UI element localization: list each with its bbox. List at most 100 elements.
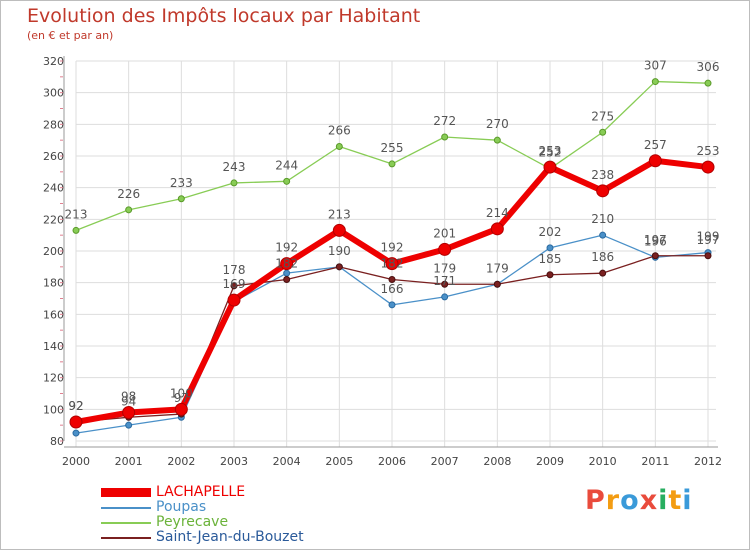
data-labels: 166 171 202 210 196 199 92 94 97 178 182 190 182 179 1… xyxy=(65,59,720,413)
point-saint-jean-du-bouzet xyxy=(651,252,659,260)
y-tick-label: 100 xyxy=(43,403,64,416)
x-tick-label: 2012 xyxy=(694,455,722,468)
legend-swatch-lachapelle xyxy=(101,488,151,497)
point-lachapelle xyxy=(174,402,188,416)
point-lachapelle xyxy=(596,184,610,198)
y-tick-label: 140 xyxy=(43,340,64,353)
point-saint-jean-du-bouzet xyxy=(283,276,291,283)
data-label-saint-jean-du-bouzet: 179 xyxy=(486,261,509,275)
y-tick-label: 280 xyxy=(43,118,64,131)
point-lachapelle xyxy=(701,160,715,174)
point-peyrecave xyxy=(704,79,712,87)
data-label-saint-jean-du-bouzet: 94 xyxy=(121,394,136,408)
data-label-peyrecave: 233 xyxy=(170,176,193,190)
data-label-poupas: 202 xyxy=(539,225,562,239)
y-tick-label: 80 xyxy=(50,435,64,448)
x-tick-label: 2008 xyxy=(483,455,511,468)
data-label-lachapelle: 214 xyxy=(486,206,509,220)
point-peyrecave xyxy=(388,160,396,168)
data-label-lachapelle: 100 xyxy=(170,386,193,400)
legend-label-poupas: Poupas xyxy=(156,499,207,515)
data-label-peyrecave: 226 xyxy=(117,187,140,201)
point-lachapelle xyxy=(227,293,241,307)
point-saint-jean-du-bouzet xyxy=(388,276,396,283)
data-label-saint-jean-du-bouzet: 197 xyxy=(644,233,667,247)
point-saint-jean-du-bouzet xyxy=(441,280,449,288)
legend-swatch-saint-jean-du-bouzet xyxy=(101,537,151,539)
y-tick-label: 220 xyxy=(43,213,64,226)
x-tick-label: 2000 xyxy=(62,455,90,468)
point-saint-jean-du-bouzet xyxy=(493,280,501,288)
x-tick-label: 2001 xyxy=(115,455,143,468)
data-label-saint-jean-du-bouzet: 92 xyxy=(68,399,83,413)
data-label-lachapelle: 192 xyxy=(275,241,298,255)
data-label-saint-jean-du-bouzet: 182 xyxy=(275,257,298,271)
legend-label-lachapelle: LACHAPELLE xyxy=(156,484,246,500)
point-lachapelle xyxy=(69,415,83,429)
x-tick-label: 2010 xyxy=(589,455,617,468)
point-lachapelle xyxy=(648,154,662,168)
x-tick-label: 2006 xyxy=(378,455,406,468)
data-label-lachapelle: 213 xyxy=(328,207,351,221)
data-label-saint-jean-du-bouzet: 185 xyxy=(539,252,562,266)
data-label-peyrecave: 275 xyxy=(591,109,614,123)
data-label-lachapelle: 98 xyxy=(121,390,136,404)
y-tick-label: 200 xyxy=(43,245,64,258)
data-label-lachapelle: 253 xyxy=(539,144,562,158)
data-label-peyrecave: 244 xyxy=(275,158,298,172)
axes: 80 100 120 140 160 180 200 220 240 260 280 300 320 20… xyxy=(43,55,722,468)
point-poupas xyxy=(546,244,554,252)
legend-label-peyrecave: Peyrecave xyxy=(156,514,229,530)
data-label-poupas: 199 xyxy=(697,230,720,244)
point-peyrecave xyxy=(72,226,80,234)
point-poupas xyxy=(388,301,396,309)
x-tick-label: 2004 xyxy=(273,455,301,468)
y-tick-label: 240 xyxy=(43,182,64,195)
data-label-lachapelle: 201 xyxy=(433,226,456,240)
proxiti-logo: Proxiti xyxy=(585,485,693,516)
data-label-saint-jean-du-bouzet: 178 xyxy=(223,263,246,277)
point-saint-jean-du-bouzet xyxy=(599,269,607,277)
data-label-saint-jean-du-bouzet: 179 xyxy=(433,261,456,275)
data-label-peyrecave: 243 xyxy=(223,160,246,174)
point-peyrecave xyxy=(651,78,659,86)
point-saint-jean-du-bouzet xyxy=(546,271,554,279)
point-lachapelle xyxy=(385,257,399,271)
series-layer xyxy=(69,78,715,437)
chart-subtitle: (en € et par an) xyxy=(27,29,114,42)
point-peyrecave xyxy=(335,143,343,150)
data-label-peyrecave: 266 xyxy=(328,124,351,138)
data-label-saint-jean-du-bouzet: 197 xyxy=(697,233,720,247)
data-label-lachapelle: 192 xyxy=(381,241,404,255)
y-tick-label: 300 xyxy=(43,87,64,100)
y-tick-label: 160 xyxy=(43,308,64,321)
point-lachapelle xyxy=(490,222,504,236)
x-tick-label: 2003 xyxy=(220,455,248,468)
point-saint-jean-du-bouzet xyxy=(335,263,343,271)
data-label-saint-jean-du-bouzet: 97 xyxy=(174,391,189,405)
data-label-peyrecave: 272 xyxy=(433,114,456,128)
point-poupas xyxy=(72,429,80,437)
data-label-peyrecave: 255 xyxy=(381,141,404,155)
chart-title: Evolution des Impôts locaux par Habitant xyxy=(27,5,421,27)
point-lachapelle xyxy=(438,242,452,256)
point-peyrecave xyxy=(230,179,238,187)
data-label-lachapelle: 238 xyxy=(591,168,614,182)
x-tick-label: 2007 xyxy=(431,455,459,468)
data-label-poupas: 210 xyxy=(591,212,614,226)
data-label-poupas: 171 xyxy=(433,274,456,288)
data-label-peyrecave: 252 xyxy=(539,146,562,160)
data-label-saint-jean-du-bouzet: 186 xyxy=(591,250,614,264)
data-label-peyrecave: 213 xyxy=(65,207,88,221)
data-label-lachapelle: 257 xyxy=(644,138,667,152)
data-label-peyrecave: 270 xyxy=(486,117,509,131)
point-saint-jean-du-bouzet xyxy=(230,282,238,290)
point-peyrecave xyxy=(177,195,185,203)
point-poupas xyxy=(441,293,449,301)
point-peyrecave xyxy=(599,128,607,136)
legend-item-lachapelle: LACHAPELLE xyxy=(101,484,361,500)
legend-swatch-peyrecave xyxy=(101,522,151,524)
grid-lines xyxy=(75,60,716,447)
